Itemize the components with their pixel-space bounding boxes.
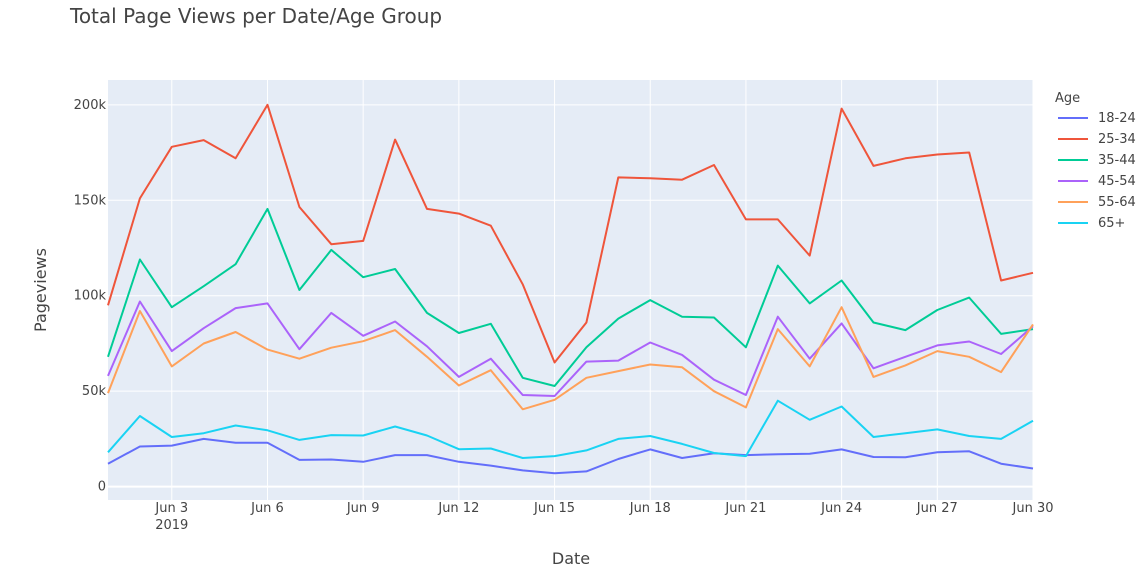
legend-label-25-34[interactable]: 25-34 <box>1098 132 1136 147</box>
y-axis-ticks: 0 50k 100k 150k 200k <box>74 98 107 495</box>
x-tick-label: Jun 6 <box>250 501 284 516</box>
y-axis-title: Pageviews <box>31 248 50 332</box>
x-axis-title: Date <box>552 549 590 568</box>
series-line-45-54[interactable] <box>107 300 1034 397</box>
series-line-65+[interactable] <box>107 399 1034 459</box>
series-line-18-24[interactable] <box>107 437 1034 475</box>
legend-title: Age <box>1055 91 1080 106</box>
x-tick-sublabel: 2019 <box>155 518 188 533</box>
y-tick-label: 50k <box>82 384 107 399</box>
legend-label-45-54[interactable]: 45-54 <box>1098 174 1136 189</box>
chart-title: Total Page Views per Date/Age Group <box>69 4 442 28</box>
x-tick-label: Jun 24 <box>820 501 862 516</box>
x-tick-label: Jun 21 <box>724 501 766 516</box>
x-tick-label: Jun 3 <box>154 501 188 516</box>
x-tick-label: Jun 9 <box>346 501 380 516</box>
series-lines <box>107 103 1034 475</box>
x-tick-label: Jun 12 <box>437 501 479 516</box>
plot-area[interactable] <box>108 80 1033 500</box>
x-tick-label: Jun 30 <box>1012 501 1054 516</box>
series-line-25-34[interactable] <box>107 103 1034 364</box>
legend-label-55-64[interactable]: 55-64 <box>1098 195 1136 210</box>
y-tick-label: 200k <box>74 98 107 113</box>
x-tick-label: Jun 15 <box>533 501 575 516</box>
y-tick-label: 100k <box>74 289 107 304</box>
x-axis-ticks: Jun 3 2019 Jun 6 Jun 9 Jun 12 Jun 15 Jun 18 Jun… <box>154 501 1053 533</box>
y-tick-label: 150k <box>74 193 107 208</box>
series-line-55-64[interactable] <box>107 306 1034 411</box>
y-tick-label: 0 <box>98 480 106 495</box>
x-tick-label: Jun 27 <box>916 501 958 516</box>
x-tick-label: Jun 18 <box>629 501 671 516</box>
legend: Age 18-24 25-34 35-44 45-54 55-64 65+ <box>1055 91 1136 231</box>
legend-label-18-24[interactable]: 18-24 <box>1098 111 1136 126</box>
legend-label-35-44[interactable]: 35-44 <box>1098 153 1136 168</box>
legend-label-65+[interactable]: 65+ <box>1098 216 1125 231</box>
series-line-35-44[interactable] <box>107 207 1034 387</box>
